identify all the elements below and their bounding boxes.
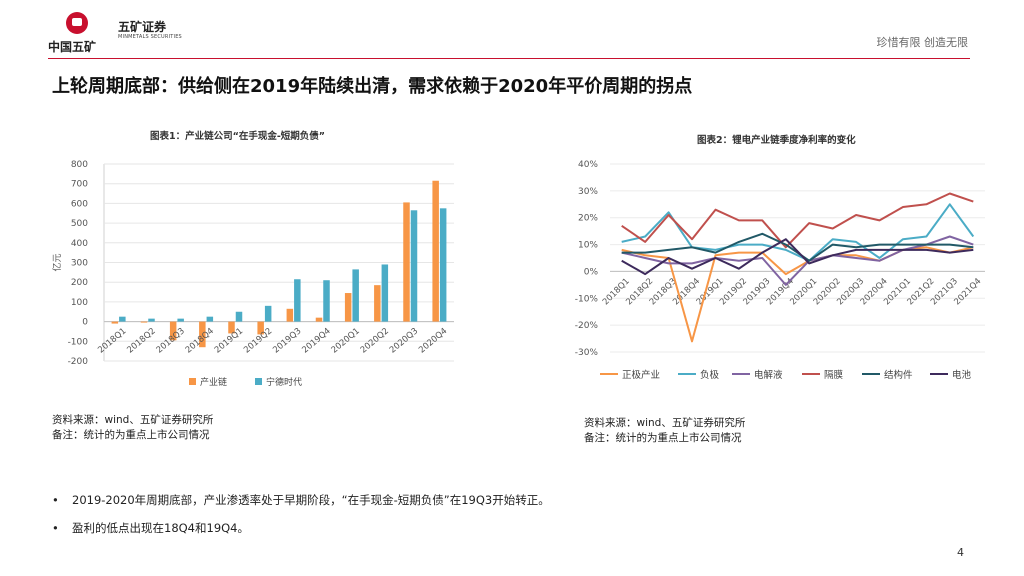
y-tick-label: 10% [578, 241, 598, 251]
legend-label: 电池 [952, 369, 972, 381]
bullet-marker: • [52, 521, 59, 535]
bullet-text: 2019-2020年周期底部，产业渗透率处于早期阶段，“在手现金-短期负债”在1… [72, 493, 550, 507]
bar-产业链 [315, 317, 323, 322]
bar-产业链 [140, 321, 148, 323]
bar-宁德时代 [177, 318, 184, 322]
y-tick-label: 0% [584, 267, 599, 277]
slogan: 珍惜有限 创造无限 [876, 36, 969, 49]
bar-产业链 [432, 180, 439, 322]
bullet-text: 盈利的低点出现在18Q4和19Q4。 [72, 521, 250, 535]
y-tick-label: 800 [71, 160, 88, 170]
brand-name-en: MINMETALS SECURITIES [118, 34, 182, 40]
bar-产业链 [403, 202, 410, 322]
legend-label: 正极产业 [622, 369, 660, 381]
chart1-title: 图表1：产业链公司“在手现金-短期负债” [150, 131, 326, 142]
y-tick-label: 700 [71, 180, 88, 190]
bar-宁德时代 [119, 316, 126, 322]
bar-宁德时代 [410, 210, 418, 322]
page-number: 4 [957, 546, 964, 559]
bar-产业链 [257, 321, 264, 335]
legend-label: 结构件 [884, 369, 913, 381]
bullet-2: • 盈利的低点出现在18Q4和19Q4。 [52, 520, 249, 536]
bar-产业链 [286, 308, 294, 322]
y-tick-label: 500 [71, 219, 88, 229]
bar-宁德时代 [148, 318, 155, 322]
y-tick-label: 20% [578, 214, 598, 224]
y-tick-label: -100 [68, 337, 89, 347]
y-tick-label: -200 [68, 357, 89, 367]
brand-name: 五矿证券 [118, 20, 167, 34]
y-tick-label: -10% [575, 294, 599, 304]
chart2-note: 备注：统计的为重点上市公司情况 [584, 432, 742, 444]
chart2-title: 图表2：锂电产业链季度净利率的变化 [697, 135, 856, 146]
chart1: -200-10001002003004005006007008002018Q12… [51, 160, 454, 388]
legend-label: 负极 [700, 369, 720, 381]
series-line-正极产业 [621, 246, 974, 343]
bar-宁德时代 [323, 280, 330, 322]
bullet-marker: • [52, 493, 59, 507]
bar-宁德时代 [381, 264, 389, 322]
series-line-隔膜 [621, 192, 974, 249]
chart1-source: 资料来源：wind、五矿证券研究所 [52, 414, 214, 426]
chart2: -30%-20%-10%0%10%20%30%40%2018Q12018Q220… [575, 160, 985, 381]
bar-宁德时代 [439, 208, 447, 322]
bar-产业链 [199, 321, 206, 348]
series-line-负极 [621, 203, 975, 262]
bar-产业链 [374, 285, 381, 322]
bar-宁德时代 [294, 279, 301, 322]
bar-宁德时代 [235, 311, 243, 322]
bar-宁德时代 [352, 269, 359, 322]
bar-产业链 [344, 293, 352, 322]
y-axis-label: 亿元 [51, 253, 63, 271]
y-tick-label: 0 [82, 318, 88, 328]
y-tick-label: -20% [575, 321, 599, 331]
y-tick-label: 600 [71, 199, 88, 209]
logo-text: 中国五矿 [48, 40, 97, 54]
y-tick-label: 100 [71, 298, 88, 308]
chart1-note: 备注：统计的为重点上市公司情况 [52, 429, 210, 441]
bar-产业链 [169, 321, 177, 341]
y-tick-label: 40% [578, 160, 598, 170]
legend-swatch [255, 378, 262, 385]
header-divider [48, 58, 970, 59]
chart2-source: 资料来源：wind、五矿证券研究所 [584, 417, 746, 429]
bullet-1: • 2019-2020年周期底部，产业渗透率处于早期阶段，“在手现金-短期负债”在… [52, 492, 550, 508]
series-line-电池 [621, 238, 974, 276]
y-tick-label: -30% [575, 348, 599, 358]
emblem-icon [66, 12, 88, 34]
legend-label: 电解液 [754, 369, 783, 381]
legend-label: 隔膜 [824, 370, 844, 381]
bar-宁德时代 [264, 305, 272, 322]
bar-宁德时代 [206, 316, 214, 322]
y-tick-label: 200 [71, 278, 88, 288]
y-tick-label: 300 [71, 259, 88, 269]
legend-swatch [189, 378, 196, 385]
legend-label: 宁德时代 [266, 376, 302, 388]
y-tick-label: 400 [71, 239, 88, 249]
bar-产业链 [111, 321, 119, 324]
bar-产业链 [228, 321, 235, 334]
legend-label: 产业链 [200, 376, 227, 388]
company-logo: 中国五矿 [48, 12, 112, 54]
y-tick-label: 30% [578, 187, 598, 197]
page-title: 上轮周期底部：供给侧在2019年陆续出清，需求依赖于2020年平价周期的拐点 [52, 76, 693, 97]
